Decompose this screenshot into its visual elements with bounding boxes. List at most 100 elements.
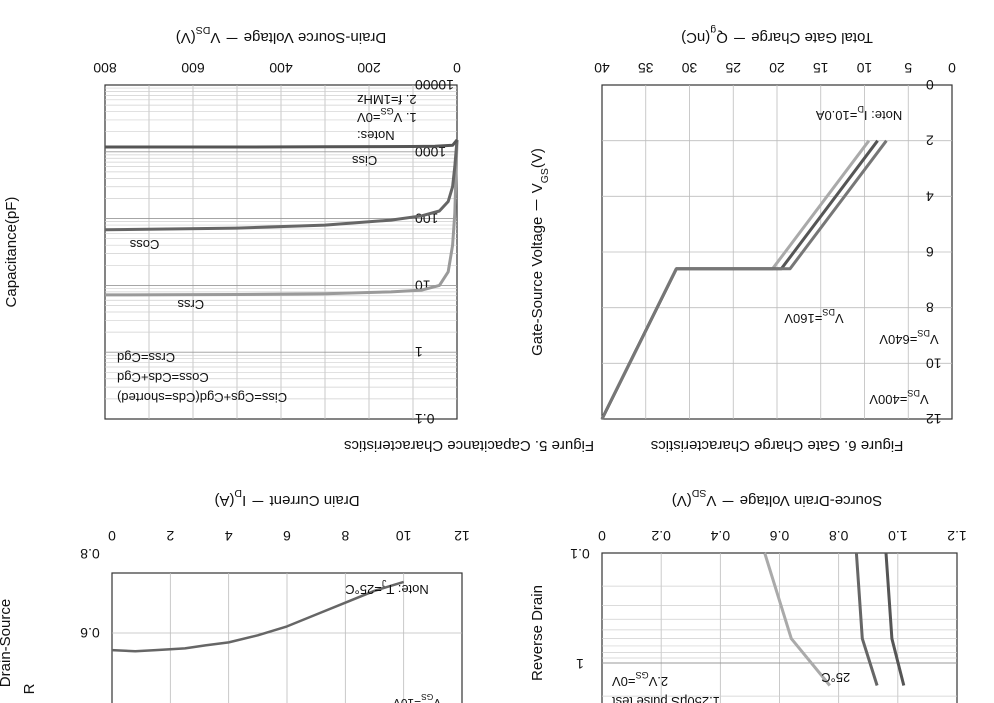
- fig7-y-tick-label: 0.6: [80, 625, 100, 641]
- fig5-y-tick-label: 0.1: [415, 411, 435, 427]
- fig8-series-3: [884, 552, 906, 686]
- fig8-x-tick-label: 1.0: [888, 528, 908, 544]
- fig5-x-axis-label: Drain-Source Voltage － VDS(V): [176, 24, 387, 46]
- fig6-note-sub: D: [857, 104, 864, 114]
- fig6-x-tick-label: 25: [725, 60, 741, 76]
- fig6-label-400v: VDS=400V: [869, 388, 929, 407]
- fig6-x-tick-label: 30: [682, 60, 698, 76]
- fig6-x-tick-label: 20: [769, 60, 785, 76]
- fig7-label-vgs-main: V: [433, 696, 441, 703]
- fig5-y-tick-label: 10000: [415, 77, 454, 93]
- fig6-note: Note: ID=10.0A: [815, 104, 902, 123]
- fig7-x-tick-label: 12: [454, 528, 470, 544]
- fig7-note: Note: TJ=25°C: [345, 578, 429, 597]
- fig5-series-ciss: [105, 139, 459, 149]
- fig7-x-tick-label: 0: [108, 528, 116, 544]
- fig6-note-tail: =10.0A: [815, 108, 857, 123]
- fig6-x-tick-label: 0: [948, 60, 956, 76]
- fig5-x-tick-label: 0: [453, 60, 461, 76]
- fig7-x-tick-label: 10: [396, 528, 412, 544]
- fig6-x-axis-label-sub: g: [710, 24, 716, 36]
- fig5-note-1: 1. VGS=0V: [357, 106, 417, 125]
- fig6-x-tick-label: 35: [638, 60, 654, 76]
- fig8-y-axis-label: Reverse Drain: [529, 585, 546, 681]
- fig7-note-main: Note: T: [386, 582, 428, 597]
- fig6-label-400v-sub: DS: [907, 388, 920, 398]
- fig7-x-tick-label: 6: [283, 528, 291, 544]
- fig5-note-1-tail: =0V: [357, 110, 381, 125]
- fig7-note-sub: J: [382, 578, 387, 588]
- fig6-label-160v-tail: =160V: [784, 311, 822, 326]
- fig7-x-axis-label-sub: D: [234, 487, 242, 499]
- fig8-x-tick-label: 1.2: [947, 528, 967, 544]
- fig6-y-tick-label: 8: [926, 300, 934, 316]
- fig7-label-vgs-sub: GS: [421, 692, 434, 702]
- fig5-curve-label-ciss: Ciss: [351, 153, 377, 168]
- fig6-x-tick-label: 15: [813, 60, 829, 76]
- fig5-x-axis-label-main: Drain-Source Voltage － V: [210, 29, 386, 46]
- fig7-label-vgs-tail: =10V: [393, 696, 421, 703]
- fig6-x-axis-label: Total Gate Charge － Qg(nC): [681, 24, 873, 46]
- fig8-series-1: [763, 552, 831, 687]
- fig6-label-160v-sub: DS: [822, 307, 835, 317]
- fig8-x-axis-label-sub: SD: [691, 487, 706, 499]
- fig6-x-tick-label: 5: [904, 60, 912, 76]
- fig6-x-tick-label: 10: [857, 60, 873, 76]
- fig6-label-640v-tail: =640V: [879, 332, 917, 347]
- fig6-y-tick-label: 12: [926, 411, 942, 427]
- fig5-x-axis-label-tail: (V): [176, 29, 196, 46]
- fig8-x-tick-label: 0.4: [710, 528, 730, 544]
- fig5-note-1-sub: GS: [381, 106, 394, 116]
- fig7-x-tick-label: 8: [341, 528, 349, 544]
- fig6-y-tick-label: 0: [926, 77, 934, 93]
- fig5-series-coss: [104, 139, 459, 232]
- fig8-note-2-sub: GS: [636, 670, 649, 680]
- fig5-curve-label-crss: Crss: [177, 297, 204, 312]
- fig6-caption: Figure 6. Gate Charge Characteristics: [651, 437, 904, 454]
- fig7-x-tick-label: 2: [166, 528, 174, 544]
- fig6-label-640v: VDS=640V: [879, 328, 939, 347]
- fig7-x-axis-label-main: Drain Current － I: [242, 492, 360, 509]
- fig8-label-25c: 25°C: [821, 670, 850, 685]
- fig5-legend-coss: Coss=Cds+Cgd: [117, 370, 209, 385]
- fig6-label-640v-sub: DS: [917, 328, 930, 338]
- fig8-x-axis-label-tail: (V): [672, 492, 692, 509]
- fig7-series-vgs-10v: [111, 580, 405, 653]
- fig5-x-tick-label: 600: [181, 60, 205, 76]
- fig7-note-tail: =25°C: [345, 582, 382, 597]
- fig6-label-640v-main: V: [930, 332, 939, 347]
- fig8-x-axis-label-main: Source-Drain Voltage － V: [706, 492, 882, 509]
- fig6-y-tick-label: 6: [926, 244, 934, 260]
- fig5-legend-crss: Crss=Cgd: [117, 350, 175, 365]
- fig7-label-vgs: VGS=10V: [393, 692, 441, 703]
- fig6-x-tick-label: 40: [594, 60, 610, 76]
- fig7-x-tick-label: 4: [225, 528, 233, 544]
- fig7-y-axis-label: Drain-Source: [0, 599, 14, 687]
- fig6-label-400v-tail: =400V: [869, 392, 907, 407]
- fig8-x-tick-label: 0.2: [651, 528, 671, 544]
- fig6-label-160v: VDS=160V: [784, 307, 844, 326]
- fig6-y-axis-label-sub: GS: [539, 168, 551, 183]
- fig8-x-tick-label: 0.8: [829, 528, 849, 544]
- fig8-x-tick-label: 0: [598, 528, 606, 544]
- fig5-series-crss: [104, 139, 459, 297]
- fig6-y-tick-label: 4: [926, 188, 934, 204]
- fig6-label-400v-main: V: [920, 392, 929, 407]
- fig6-label-160v-main: V: [835, 311, 844, 326]
- fig6-x-axis-label-main: Total Gate Charge － Q: [716, 29, 873, 46]
- fig6-x-axis-label-tail: (nC): [681, 29, 710, 46]
- fig8-y-tick-label: 0.1: [570, 546, 590, 562]
- fig6-note-main: Note: I: [864, 108, 902, 123]
- fig7-x-axis-label-tail: (A): [214, 492, 234, 509]
- fig7-y-tick-label: 0.8: [80, 546, 100, 562]
- fig8-note-2: 2.VGS=0V: [612, 670, 668, 689]
- fig5-curve-label-coss: Coss: [129, 237, 159, 252]
- fig6-y-tick-label: 2: [926, 133, 934, 149]
- fig8-note-2-main: 2.V: [648, 674, 668, 689]
- fig5-y-axis-label: Capacitance(pF): [3, 197, 20, 308]
- fig6-y-axis-label-tail: (V): [529, 148, 546, 168]
- fig7-x-axis-label: Drain Current － ID(A): [214, 487, 359, 509]
- fig5-x-tick-label: 800: [93, 60, 117, 76]
- fig8-series-2: [854, 552, 879, 686]
